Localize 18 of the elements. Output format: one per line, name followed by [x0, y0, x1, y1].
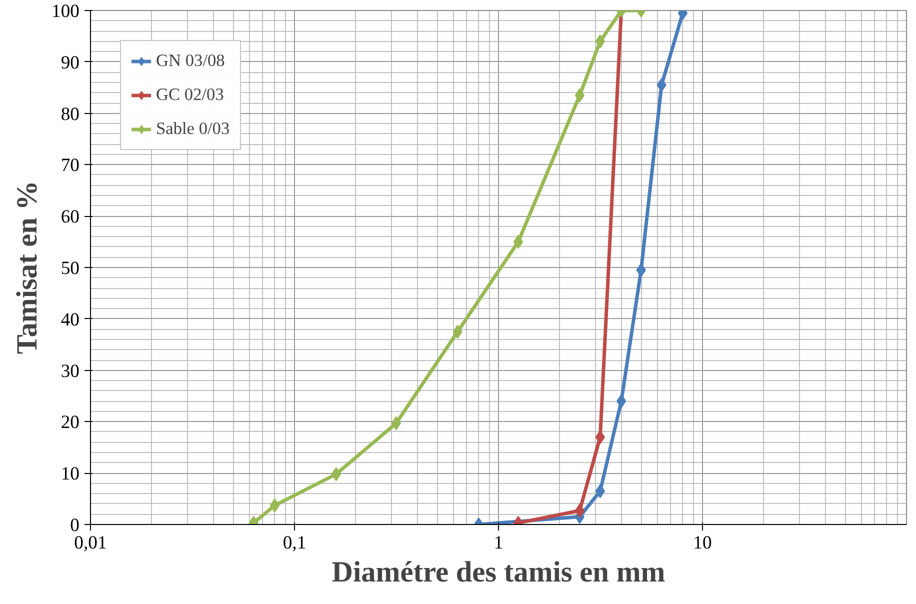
y-axis-title: Tamisat en % [12, 180, 44, 354]
y-tick-label: 80 [60, 104, 80, 125]
x-tick-label: 1 [494, 532, 504, 554]
y-tick-label: 50 [60, 258, 80, 279]
y-tick-label: 90 [60, 52, 80, 74]
y-tick-label: 100 [52, 1, 80, 22]
y-tick-label: 60 [60, 206, 80, 228]
legend-label: GN 03/08 [156, 51, 225, 71]
y-tick-label: 30 [60, 360, 80, 382]
y-tick-label: 70 [60, 155, 80, 176]
x-tick-label: 10 [693, 532, 712, 554]
x-axis-title: Diamétre des tamis en mm [332, 556, 666, 588]
legend-label: Sable 0/03 [156, 119, 230, 139]
legend-label: GC 02/03 [156, 85, 224, 105]
y-tick-label: 10 [60, 464, 80, 485]
x-tick-label: 0,1 [282, 532, 306, 554]
y-tick-label: 40 [60, 309, 80, 330]
y-tick-label: 20 [60, 412, 80, 434]
